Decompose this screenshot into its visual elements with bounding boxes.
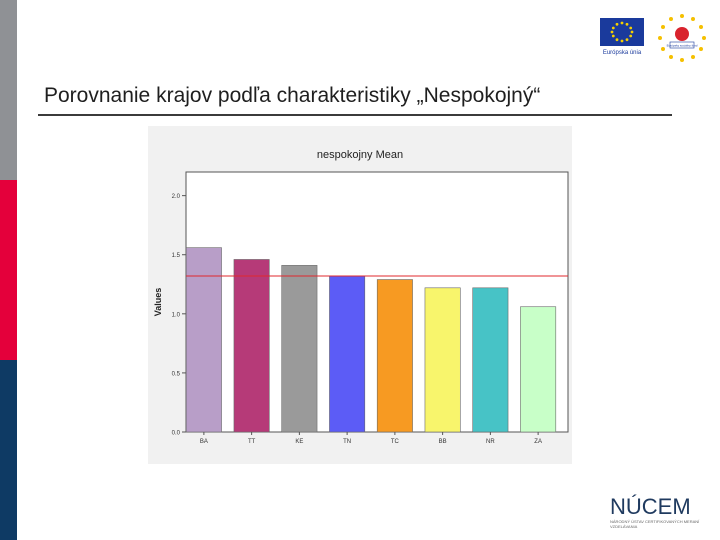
- x-tick-label: TC: [391, 439, 400, 445]
- nucem-logo-name: NÚCEM: [610, 494, 691, 519]
- esf-label: Európsky sociálny fond: [667, 44, 698, 48]
- bar-nr: [472, 287, 509, 433]
- bar-tt: [233, 259, 270, 433]
- x-tick-label: KE: [295, 439, 303, 445]
- y-tick-label: 2.0: [172, 194, 181, 200]
- sidebar-navy-block: [0, 360, 17, 540]
- bar-ke: [281, 265, 318, 433]
- eu-flag-logo: Európska únia: [598, 16, 646, 60]
- y-tick-label: 1.0: [172, 312, 181, 318]
- bars-group: [185, 247, 557, 433]
- bar-tc: [376, 279, 413, 433]
- nucem-logo-subtitle: NÁRODNÝ ÚSTAV CERTIFIKOVANÝCH MERANÍ VZD…: [610, 519, 700, 529]
- sidebar-gray-block: [0, 0, 17, 180]
- y-axis-label: Values: [153, 288, 163, 317]
- sidebar-stripe: [0, 0, 17, 540]
- x-tick-label: TT: [248, 439, 256, 445]
- x-tick-label: NR: [486, 439, 495, 445]
- bar-ba: [185, 247, 222, 433]
- y-tick-label: 1.5: [172, 253, 181, 259]
- eu-label: Európska únia: [603, 50, 642, 56]
- chart-title: nespokojny Mean: [317, 149, 403, 161]
- x-tick-label: BA: [200, 439, 208, 445]
- x-ticks-group: BA TT KE TN TC BB NR ZA: [200, 432, 542, 445]
- title-divider: [38, 114, 672, 116]
- bar-tn: [329, 275, 366, 433]
- y-tick-label: 0.5: [172, 371, 181, 377]
- slide-title: Porovnanie krajov podľa charakteristiky …: [44, 84, 541, 107]
- nucem-logo: NÚCEM NÁRODNÝ ÚSTAV CERTIFIKOVANÝCH MERA…: [596, 494, 706, 534]
- x-tick-label: ZA: [534, 439, 542, 445]
- sidebar-red-block: [0, 180, 17, 360]
- x-tick-label: BB: [439, 439, 447, 445]
- chart-container: nespokojny Mean Values 0.0 0.5 1.0 1.5 2.0 B…: [148, 126, 572, 464]
- bar-chart: nespokojny Mean Values 0.0 0.5 1.0 1.5 2.0 B…: [153, 149, 569, 445]
- y-ticks-group: 0.0 0.5 1.0 1.5 2.0: [172, 194, 186, 437]
- bar-bb: [424, 287, 461, 433]
- y-tick-label: 0.0: [172, 431, 181, 437]
- esf-logo: Európsky sociálny fond: [656, 12, 708, 64]
- x-tick-label: TN: [343, 439, 351, 445]
- bar-za: [520, 306, 557, 433]
